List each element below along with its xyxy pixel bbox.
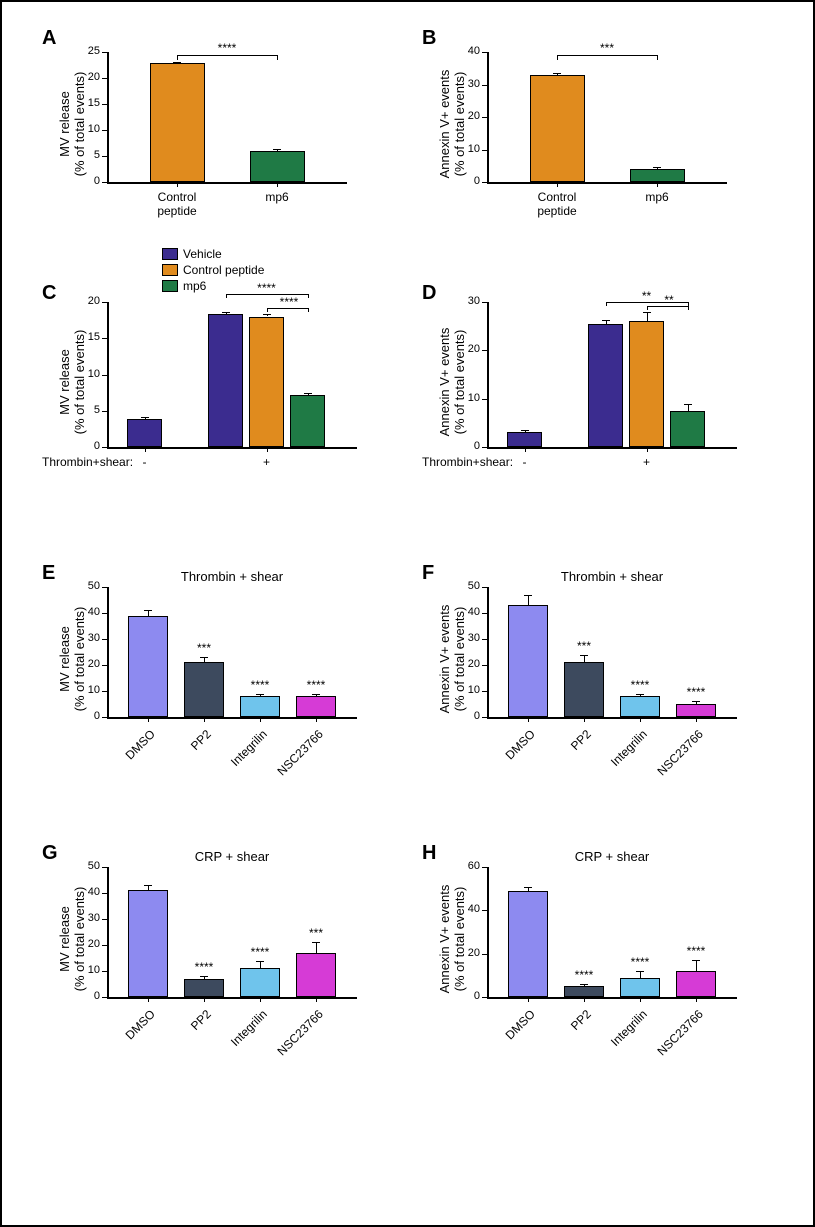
condition-minus: - [515,455,535,469]
significance-label: **** [615,955,665,969]
panel-label: F [422,562,434,585]
y-axis-label: Annexin V+ events(% of total events) [437,879,467,999]
panel-label: B [422,27,436,50]
figure-container: A0510152025MV release(% of total events)… [0,0,815,1227]
bar [240,696,280,717]
panel-G: G01020304050MV release(% of total events… [42,842,412,1092]
bar [676,704,716,717]
bar [588,324,623,447]
significance-label: *** [559,639,609,653]
panel-label: H [422,842,436,865]
bar [208,314,243,447]
significance-label: *** [291,926,341,940]
bar [564,662,604,717]
significance-label: *** [587,41,627,55]
legend-item: Vehicle [162,247,264,261]
bar [507,432,542,447]
x-tick-label: Controlpeptide [517,190,597,218]
y-tick-label: 50 [72,860,100,872]
panel-label: A [42,27,56,50]
legend-item: Control peptide [162,263,264,277]
y-axis-label: MV release(% of total events) [57,64,87,184]
y-axis-label: Annexin V+ events(% of total events) [437,322,467,442]
chart-title: CRP + shear [107,849,357,864]
bar [290,395,325,447]
significance-label: **** [179,960,229,974]
significance-label: **** [247,281,287,295]
significance-label: **** [269,295,309,309]
panel-label: C [42,282,56,305]
x-tick-label: mp6 [237,190,317,204]
significance-label: ** [649,293,689,307]
chart-title: Thrombin + shear [107,569,357,584]
chart-title: CRP + shear [487,849,737,864]
bar [620,696,660,717]
bar [128,616,168,717]
chart-title: Thrombin + shear [487,569,737,584]
bar [508,605,548,717]
y-tick-label: 60 [452,860,480,872]
bar [630,169,685,182]
condition-plus: + [637,455,657,469]
condition-plus: + [257,455,277,469]
bar [240,968,280,997]
y-axis-label: MV release(% of total events) [57,599,87,719]
significance-label: *** [179,641,229,655]
panel-E: E01020304050MV release(% of total events… [42,562,412,812]
significance-label: **** [615,678,665,692]
significance-label: **** [207,41,247,55]
y-tick-label: 30 [452,295,480,307]
bar [150,63,205,182]
bar [629,321,664,447]
x-tick-label: mp6 [617,190,697,204]
legend-swatch [162,248,178,260]
significance-label: **** [235,945,285,959]
y-tick-label: 25 [72,45,100,57]
bar [184,979,224,997]
condition-minus: - [135,455,155,469]
y-tick-label: 50 [452,580,480,592]
condition-row-label: Thrombin+shear: [422,455,513,469]
y-axis-label: Annexin V+ events(% of total events) [437,599,467,719]
bar [620,978,660,998]
panel-H: H0204060Annexin V+ events(% of total eve… [422,842,792,1092]
bar [564,986,604,997]
panel-label: D [422,282,436,305]
panel-label: G [42,842,58,865]
bar [127,419,162,447]
y-tick-label: 40 [452,45,480,57]
panel-C: C05101520MV release(% of total events)-+… [42,282,432,557]
significance-label: **** [291,678,341,692]
panel-D: D0102030Annexin V+ events(% of total eve… [422,282,812,557]
bar [508,891,548,997]
panel-A: A0510152025MV release(% of total events)… [42,27,402,277]
significance-label: **** [235,678,285,692]
panel-B: B010203040Annexin V+ events(% of total e… [422,27,782,277]
y-axis-label: MV release(% of total events) [57,322,87,442]
condition-row-label: Thrombin+shear: [42,455,133,469]
bar [250,151,305,182]
legend-label: Control peptide [183,263,264,277]
bar [128,890,168,997]
panel-F: F01020304050Annexin V+ events(% of total… [422,562,792,812]
panel-label: E [42,562,55,585]
bar [296,696,336,717]
bar [530,75,585,182]
significance-label: **** [559,968,609,982]
y-tick-label: 50 [72,580,100,592]
y-axis-label: Annexin V+ events(% of total events) [437,64,467,184]
y-axis-label: MV release(% of total events) [57,879,87,999]
bar [670,411,705,447]
bar [184,662,224,717]
significance-label: **** [671,944,721,958]
bar [249,317,284,448]
legend-swatch [162,264,178,276]
bar [676,971,716,997]
legend-label: Vehicle [183,247,222,261]
bar [296,953,336,997]
x-tick-label: Controlpeptide [137,190,217,218]
y-tick-label: 20 [72,295,100,307]
significance-label: **** [671,685,721,699]
